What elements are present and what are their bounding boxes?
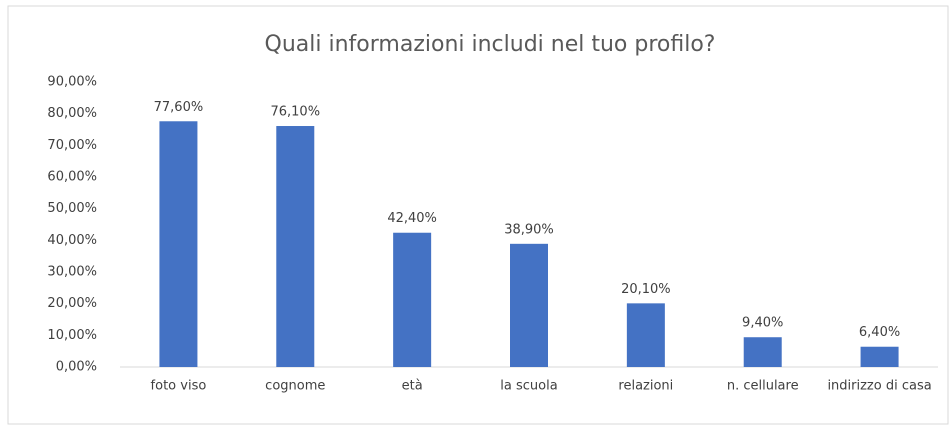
x-tick-label: foto viso — [151, 379, 207, 394]
data-label: 9,40% — [742, 316, 783, 331]
y-tick-label: 10,00% — [47, 328, 97, 343]
y-tick-label: 30,00% — [47, 265, 97, 280]
x-tick-label: indirizzo di casa — [827, 379, 931, 394]
chart-title: Quali informazioni includi nel tuo profi… — [265, 32, 716, 57]
bar — [510, 243, 548, 367]
data-label: 77,60% — [154, 100, 204, 115]
y-tick-label: 60,00% — [47, 170, 97, 185]
data-label: 20,10% — [621, 282, 671, 297]
x-tick-label: cognome — [265, 379, 325, 394]
y-tick-label: 80,00% — [47, 106, 97, 121]
x-tick-label: età — [402, 379, 423, 394]
data-label: 76,10% — [270, 105, 320, 120]
data-label: 42,40% — [387, 211, 437, 226]
x-tick-label: la scuola — [500, 379, 557, 394]
y-tick-label: 40,00% — [47, 233, 97, 248]
bar — [626, 303, 665, 367]
y-tick-label: 50,00% — [47, 201, 97, 216]
y-tick-label: 20,00% — [47, 296, 97, 311]
y-tick-label: 0,00% — [56, 360, 97, 375]
y-tick-label: 70,00% — [47, 138, 97, 153]
bar — [276, 126, 315, 368]
x-tick-label: n. cellulare — [727, 379, 799, 394]
data-label: 38,90% — [504, 222, 554, 237]
bar — [159, 121, 198, 368]
bar — [393, 232, 432, 367]
bar — [743, 337, 782, 367]
bar — [860, 346, 899, 367]
x-tick-label: relazioni — [618, 379, 673, 394]
data-label: 6,40% — [859, 325, 900, 340]
chart-border — [7, 5, 949, 425]
y-tick-label: 90,00% — [47, 75, 97, 90]
